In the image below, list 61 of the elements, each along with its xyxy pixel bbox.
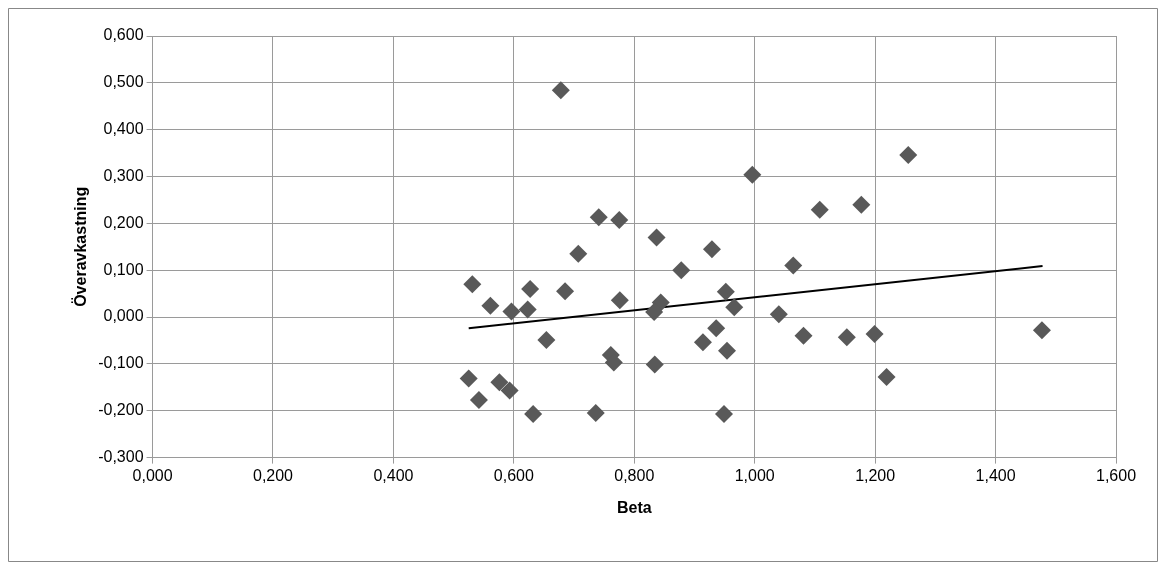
point (502, 302, 521, 321)
y-tick-label: 0,400 (103, 120, 144, 138)
point (518, 300, 537, 319)
point (610, 291, 629, 310)
x-tick-label: 1,200 (855, 466, 896, 484)
y-tick-label: 0,600 (103, 26, 144, 44)
point (837, 328, 856, 347)
point (500, 381, 519, 400)
point (490, 373, 509, 392)
point (521, 279, 540, 298)
x-tick-label: 0,200 (252, 466, 294, 484)
point (899, 145, 918, 164)
point (589, 208, 608, 227)
point (784, 256, 803, 275)
point (524, 405, 543, 424)
x-tick-label: 0,000 (132, 466, 173, 484)
x-tick-label: 0,600 (493, 466, 534, 484)
y-tick-label: -0,100 (98, 354, 144, 372)
y-tick-label: 0,300 (103, 166, 144, 184)
point (459, 369, 478, 388)
point (586, 404, 605, 423)
point (769, 305, 788, 324)
x-axis-title: Beta (616, 498, 652, 516)
point (702, 240, 721, 259)
point (569, 244, 588, 263)
point (725, 298, 744, 317)
y-axis-title: Överavkastning (71, 186, 90, 307)
point (537, 331, 556, 350)
point (852, 195, 871, 214)
point (715, 405, 733, 424)
point (481, 296, 500, 315)
y-tick-label: -0,300 (98, 448, 144, 466)
point (556, 282, 575, 301)
point (693, 333, 712, 352)
point (610, 211, 629, 230)
y-tick-label: -0,200 (98, 401, 144, 419)
point (1032, 321, 1051, 340)
point (647, 228, 666, 247)
y-tick-label: 0,500 (103, 73, 144, 91)
point (794, 326, 813, 345)
x-tick-label: 1,400 (975, 466, 1016, 484)
x-tick-label: 0,800 (614, 466, 655, 484)
point (645, 302, 664, 321)
x-tick-label: 0,400 (373, 466, 414, 484)
point (551, 81, 570, 100)
x-tick-label: 1,600 (1095, 466, 1137, 484)
point (877, 368, 896, 387)
x-tick-label: 1,000 (734, 466, 775, 484)
point (865, 324, 884, 343)
y-tick-label: 0,000 (103, 307, 144, 325)
point (463, 275, 482, 294)
point (718, 341, 737, 360)
point (716, 282, 735, 301)
point (469, 390, 488, 409)
y-tick-label: 0,200 (103, 213, 144, 231)
point (810, 200, 829, 219)
y-tick-label: 0,100 (103, 260, 144, 278)
point (645, 355, 664, 374)
point (672, 261, 691, 280)
point (743, 165, 762, 184)
point (707, 319, 726, 338)
